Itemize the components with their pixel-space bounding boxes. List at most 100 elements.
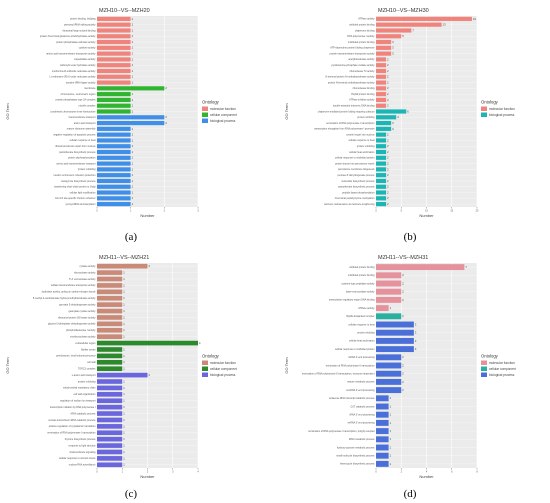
category-label: hydrolase activity, acting on carbon-nit… — [42, 291, 97, 294]
bar — [97, 276, 123, 282]
category-label: N-terminal peptidyl-lysine methylation — [335, 197, 375, 200]
category-label: isopeptidase activity — [74, 58, 96, 61]
legend-entry: molecular function — [210, 361, 236, 365]
category-label: positive regulation of cytoplasmic trans… — [49, 425, 96, 428]
bar — [376, 362, 402, 369]
category-label: guanylate cyclase activity — [69, 310, 97, 313]
category-label: Rpd3L-Expanded complex — [346, 315, 375, 318]
bar — [97, 456, 123, 461]
value-label: 2 — [402, 298, 404, 302]
bar — [97, 86, 165, 91]
value-label: 3 — [392, 121, 394, 125]
value-label: 2 — [387, 57, 389, 61]
bar — [97, 155, 131, 160]
value-label: 1 — [123, 463, 125, 467]
category-label: pantothenate biosynthetic process — [338, 186, 375, 189]
value-label: 1 — [123, 328, 125, 332]
category-label: CUT catabolic process — [350, 405, 375, 408]
bar — [97, 366, 123, 372]
category-label: pyridoxamine-phosphate oxidase activity — [331, 64, 375, 67]
category-label: amino acid transmembrane transport — [56, 162, 95, 165]
bar — [376, 395, 389, 402]
value-label: 2 — [402, 281, 404, 285]
category-label: ribosomal large subunit binding — [62, 29, 96, 32]
value-label: 1 — [132, 133, 134, 137]
bar — [376, 51, 392, 56]
bar — [376, 74, 387, 79]
category-label: protein binding, bridging — [70, 18, 96, 21]
category-label: protein refolding — [357, 116, 375, 119]
bar — [97, 16, 131, 21]
value-label: 1 — [123, 309, 125, 313]
legend-swatch — [481, 366, 487, 371]
value-label: 2 — [387, 161, 389, 165]
category-label: rRNA 3'-end processing — [349, 414, 375, 417]
x-tick-label: 8 — [476, 471, 478, 474]
value-label: 3 — [392, 40, 394, 44]
bar — [376, 97, 387, 103]
bar — [97, 202, 131, 207]
bar — [376, 184, 387, 189]
value-label: 1 — [132, 156, 134, 160]
category-label: protein refolding — [357, 332, 375, 335]
bar — [376, 329, 414, 336]
value-label: 1 — [132, 98, 134, 102]
category-label: nucleotide biosynthetic process — [341, 180, 375, 183]
bar — [97, 398, 123, 404]
value-label: 1 — [123, 335, 125, 339]
bar — [376, 167, 387, 172]
bar — [376, 288, 402, 295]
category-label: cellular response to heat — [348, 139, 374, 142]
x-tick-label: 5 — [401, 210, 403, 213]
category-label: Hsp90 protein binding — [351, 93, 375, 96]
legend-title: Ontology — [481, 354, 499, 359]
bar — [376, 444, 389, 451]
category-label: antisense RNA transcript catabolic proce… — [329, 397, 375, 400]
value-label: 2 — [387, 190, 389, 194]
value-label: 1 — [132, 17, 134, 21]
value-label: 1 — [123, 392, 125, 396]
category-label: rRNA catabolic process — [71, 412, 97, 415]
category-label: termination of RNA polymerase I transcri… — [47, 432, 96, 435]
chart-title: MZH10--VS--MZH30 — [378, 8, 429, 14]
value-label: 1 — [123, 290, 125, 294]
value-label: 1 — [390, 396, 392, 400]
bar — [376, 403, 389, 410]
legend-entry: biological process — [210, 373, 236, 377]
category-label: protein unfolding — [78, 168, 96, 171]
value-label: 3 — [392, 127, 394, 131]
value-label: 2 — [402, 273, 404, 277]
value-label: 2 — [402, 388, 404, 392]
bar — [97, 161, 131, 166]
value-label: 1 — [132, 92, 134, 96]
bar — [97, 430, 123, 436]
value-label: 1 — [132, 150, 134, 154]
value-label: 1 — [123, 443, 125, 447]
bar — [376, 115, 397, 120]
bar — [376, 45, 392, 50]
bar — [376, 63, 387, 68]
category-label: ATPase activity — [358, 307, 375, 310]
category-label: N-terminal protein N-methyltransferase a… — [325, 76, 375, 79]
bar — [376, 436, 389, 443]
value-label: 2 — [387, 167, 389, 171]
value-label: 1 — [132, 173, 134, 177]
value-label: 3 — [415, 347, 417, 351]
chart-panel-d: MZH11--VS--MZH31 7 unfolded protein bindin… — [284, 255, 516, 479]
bar — [97, 289, 123, 295]
value-label: 2 — [402, 380, 404, 384]
legend-entry: molecular function — [489, 361, 515, 365]
category-label: meiotic centromeric cohesion protection — [53, 174, 96, 177]
panel-label-b: (b) — [404, 231, 417, 243]
value-label: 2 — [387, 150, 389, 154]
category-label: unfolded protein binding — [349, 266, 375, 269]
category-label: amino acid transport — [74, 122, 96, 125]
value-label: 19 — [473, 17, 476, 21]
value-label: 1 — [132, 179, 134, 183]
bar — [97, 270, 123, 275]
panel-label-d: (d) — [404, 488, 417, 500]
value-label: 1 — [132, 57, 134, 61]
x-tick-label: 6 — [451, 471, 453, 474]
bar — [97, 138, 131, 143]
